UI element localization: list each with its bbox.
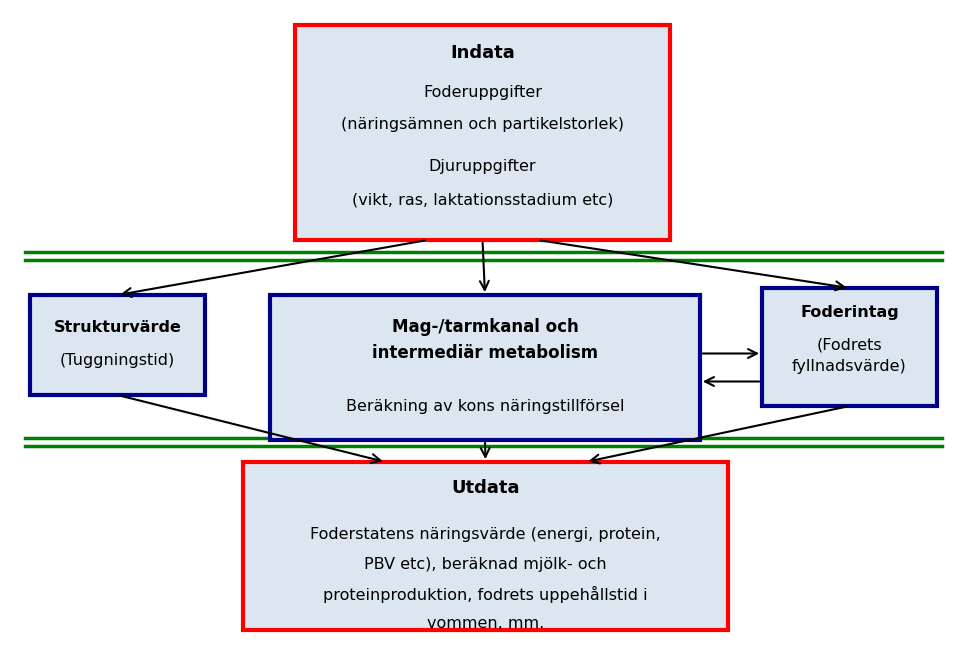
Text: Djuruppgifter: Djuruppgifter: [428, 159, 536, 174]
Text: (Tuggningstid): (Tuggningstid): [60, 352, 175, 368]
Text: Beräkning av kons näringstillförsel: Beräkning av kons näringstillförsel: [345, 400, 624, 415]
Text: Utdata: Utdata: [451, 479, 519, 497]
Text: (Fodrets
fyllnadsvärde): (Fodrets fyllnadsvärde): [792, 338, 906, 374]
Text: PBV etc), beräknad mjölk- och: PBV etc), beräknad mjölk- och: [363, 557, 607, 572]
FancyBboxPatch shape: [295, 25, 670, 240]
Text: Foderuppgifter: Foderuppgifter: [422, 85, 542, 100]
Text: Foderintag: Foderintag: [799, 305, 898, 320]
Text: Mag-/tarmkanal och
intermediär metabolism: Mag-/tarmkanal och intermediär metabolis…: [371, 318, 598, 361]
Text: (vikt, ras, laktationsstadium etc): (vikt, ras, laktationsstadium etc): [352, 193, 612, 208]
FancyBboxPatch shape: [243, 462, 728, 630]
Text: proteinproduktion, fodrets uppehållstid i: proteinproduktion, fodrets uppehållstid …: [323, 585, 647, 603]
FancyBboxPatch shape: [269, 295, 700, 440]
Text: Strukturvärde: Strukturvärde: [53, 320, 181, 335]
FancyBboxPatch shape: [30, 295, 204, 395]
Text: (näringsämnen och partikelstorlek): (näringsämnen och partikelstorlek): [341, 117, 623, 133]
FancyBboxPatch shape: [762, 288, 936, 406]
Text: Indata: Indata: [450, 44, 515, 62]
Text: Foderstatens näringsvärde (energi, protein,: Foderstatens näringsvärde (energi, prote…: [310, 527, 660, 542]
Text: vommen, mm.: vommen, mm.: [426, 616, 544, 631]
